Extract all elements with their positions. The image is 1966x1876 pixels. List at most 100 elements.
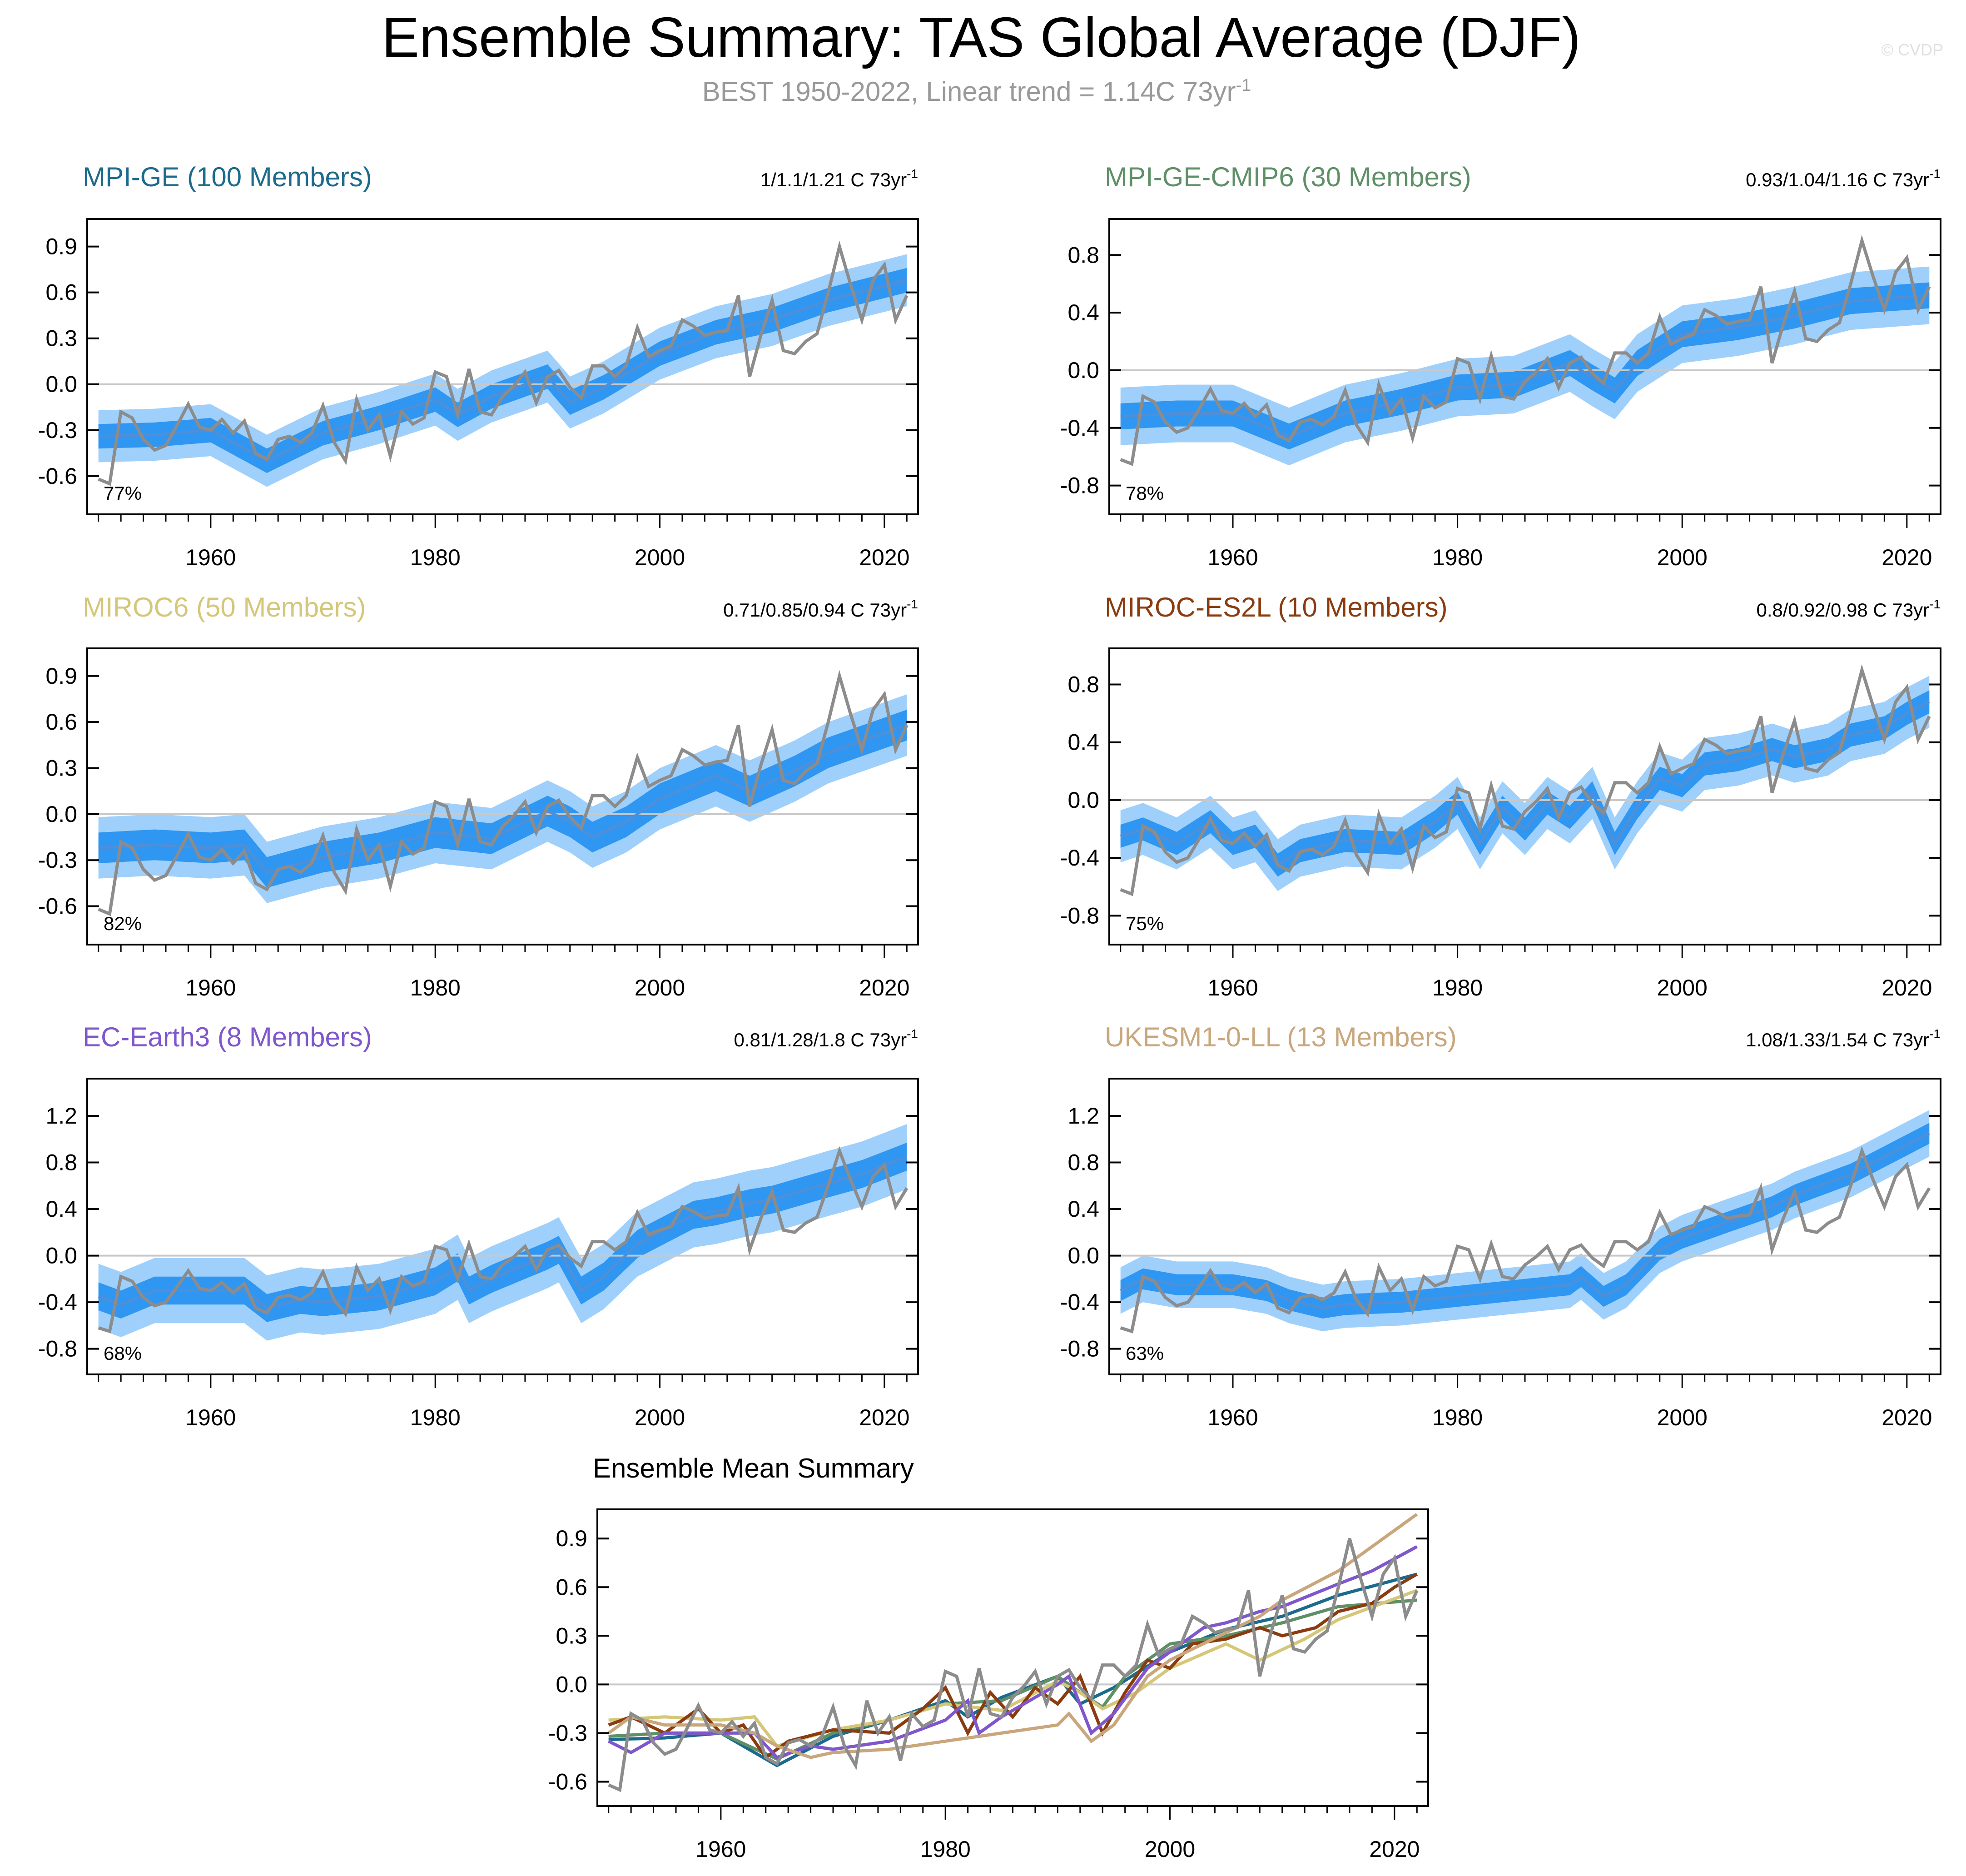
figure-subtitle: BEST 1950-2022, Linear trend = 1.14C 73y…: [702, 76, 1251, 107]
percent-label: 82%: [104, 913, 142, 934]
observations-line: [98, 240, 909, 486]
trend-superscript: -1: [907, 167, 918, 181]
y-tick-label: 0.8: [45, 1150, 77, 1175]
figure-title: Ensemble Summary: TAS Global Average (DJ…: [382, 6, 1580, 69]
trend-superscript: -1: [1929, 1027, 1941, 1041]
plot-area: [87, 1124, 918, 1341]
plot-area: [87, 240, 918, 487]
plot-frame: [596, 1508, 1429, 1807]
y-tick-label: 0.4: [1067, 300, 1099, 325]
plot-frame: [86, 1078, 919, 1375]
x-tick-label: 2020: [1882, 545, 1932, 570]
y-tick-label: 0.0: [45, 1243, 77, 1269]
y-tick-label: 0.8: [1067, 1150, 1099, 1175]
x-tick-label: 2000: [635, 1405, 685, 1430]
percent-label: 63%: [1126, 1343, 1164, 1364]
x-tick-label: 1980: [1432, 545, 1483, 570]
series-line-2: [608, 1589, 1418, 1748]
observations-line: [98, 1146, 909, 1334]
x-tick-label: 2000: [1145, 1836, 1195, 1862]
panel-miroc6: -0.6 -0.3 0.0 0.3 0.6 0.9 1960 1980 2000 2020 MIRO…: [38, 592, 919, 1000]
x-tick-label: 1960: [695, 1836, 746, 1862]
y-tick-label: -0.6: [38, 894, 77, 919]
y-tick-label: -0.8: [38, 1336, 77, 1362]
y-tick-label: 0.6: [556, 1574, 587, 1600]
trend-text: 0.71/0.85/0.94 C 73yr: [723, 599, 907, 621]
y-tick-label: 0.4: [1067, 730, 1099, 755]
trend-text: 1/1.1/1.21 C 73yr: [760, 169, 907, 190]
plot-area: [1109, 664, 1941, 896]
ensemble-outer-band: [1120, 266, 1930, 466]
trend-superscript: -1: [907, 597, 918, 611]
subtitle-superscript: -1: [1236, 76, 1251, 95]
x-tick-label: 2000: [1657, 545, 1708, 570]
y-tick-label: -0.3: [548, 1720, 587, 1746]
subtitle-text: BEST 1950-2022, Linear trend = 1.14C 73y…: [702, 76, 1236, 107]
y-tick-label: 0.9: [556, 1526, 587, 1551]
series-line-4: [608, 1545, 1418, 1760]
trend-text: 0.81/1.28/1.8 C 73yr: [734, 1029, 907, 1050]
x-tick-label: 1980: [1432, 1405, 1483, 1430]
plot-area: [1109, 1110, 1941, 1334]
panel-ensemble-mean-summary: -0.6 -0.3 0.0 0.3 0.6 0.9 1960 1980 2000 2020 Ense…: [548, 1453, 1429, 1862]
trend-label: 0.93/1.04/1.16 C 73yr-1: [1746, 167, 1941, 190]
ensemble-outer-band: [98, 254, 907, 487]
plot-area: [87, 670, 918, 916]
plot-frame: [1108, 647, 1941, 945]
trend-label: 0.8/0.92/0.98 C 73yr-1: [1757, 597, 1941, 621]
trend-label: 1/1.1/1.21 C 73yr-1: [760, 167, 918, 190]
panel-miroc-es2l: -0.8 -0.4 0.0 0.4 0.8 1960 1980 2000 2020 MIROC-E…: [1060, 592, 1941, 1000]
x-tick-label: 1960: [1207, 545, 1258, 570]
trend-superscript: -1: [1929, 167, 1941, 181]
panel-title: UKESM1-0-LL (13 Members): [1105, 1022, 1457, 1052]
ensemble-mean-line: [1120, 701, 1930, 867]
panel-mpi-ge-cmip6: -0.8 -0.4 0.0 0.4 0.8 1960 1980 2000 2020 MPI-GE-…: [1060, 162, 1941, 570]
x-tick-label: 1960: [185, 1405, 236, 1430]
ensemble-inner-band: [1120, 690, 1930, 877]
ensemble-outer-band: [1120, 676, 1930, 891]
panel-title: MIROC-ES2L (10 Members): [1105, 592, 1448, 622]
panel-title: MIROC6 (50 Members): [83, 592, 366, 622]
observations-line: [98, 670, 909, 916]
panel-title: MPI-GE (100 Members): [83, 162, 372, 192]
ensemble-mean-line: [98, 724, 908, 874]
y-tick-label: 0.0: [1067, 787, 1099, 813]
x-tick-label: 1980: [410, 545, 461, 570]
y-tick-label: -0.4: [1060, 845, 1099, 871]
x-tick-label: 2020: [1882, 1405, 1932, 1430]
y-tick-label: 0.0: [45, 801, 77, 827]
trend-text: 0.8/0.92/0.98 C 73yr: [1757, 599, 1930, 621]
y-tick-label: 0.0: [556, 1672, 587, 1697]
y-tick-label: 1.2: [45, 1103, 77, 1129]
y-tick-label: 0.3: [556, 1623, 587, 1648]
x-tick-label: 2000: [1657, 975, 1708, 1000]
plot-area: [1109, 234, 1941, 466]
trend-text: 0.93/1.04/1.16 C 73yr: [1746, 169, 1929, 190]
percent-label: 75%: [1126, 913, 1164, 934]
y-tick-label: -0.3: [38, 847, 77, 873]
series-line-3: [608, 1572, 1418, 1760]
y-tick-label: 0.6: [45, 280, 77, 305]
observations-line: [1120, 234, 1931, 466]
x-tick-label: 1960: [1207, 975, 1258, 1000]
y-tick-label: 1.2: [1067, 1103, 1099, 1129]
x-tick-label: 2020: [859, 975, 909, 1000]
y-tick-label: -0.8: [1060, 1336, 1099, 1362]
observations-line: [1120, 664, 1931, 896]
y-tick-label: 0.4: [45, 1196, 77, 1222]
ensemble-inner-band: [1120, 1123, 1930, 1319]
x-tick-label: 2020: [1882, 975, 1932, 1000]
ensemble-outer-band: [98, 694, 907, 903]
series-line-5: [607, 1513, 1418, 1759]
percent-label: 68%: [104, 1343, 142, 1364]
plot-area: [597, 1513, 1428, 1792]
series-line-0: [608, 1572, 1418, 1767]
observations-line: [608, 1538, 1419, 1792]
x-tick-label: 2020: [859, 1405, 909, 1430]
y-tick-label: -0.8: [1060, 473, 1099, 498]
x-tick-label: 1980: [410, 1405, 461, 1430]
panel-ec-earth3: -0.8 -0.4 0.0 0.4 0.8 1.2 1960 1980 2000 2020 EC-E…: [38, 1022, 919, 1430]
y-tick-label: 0.9: [45, 663, 77, 689]
y-tick-label: 0.0: [45, 372, 77, 397]
